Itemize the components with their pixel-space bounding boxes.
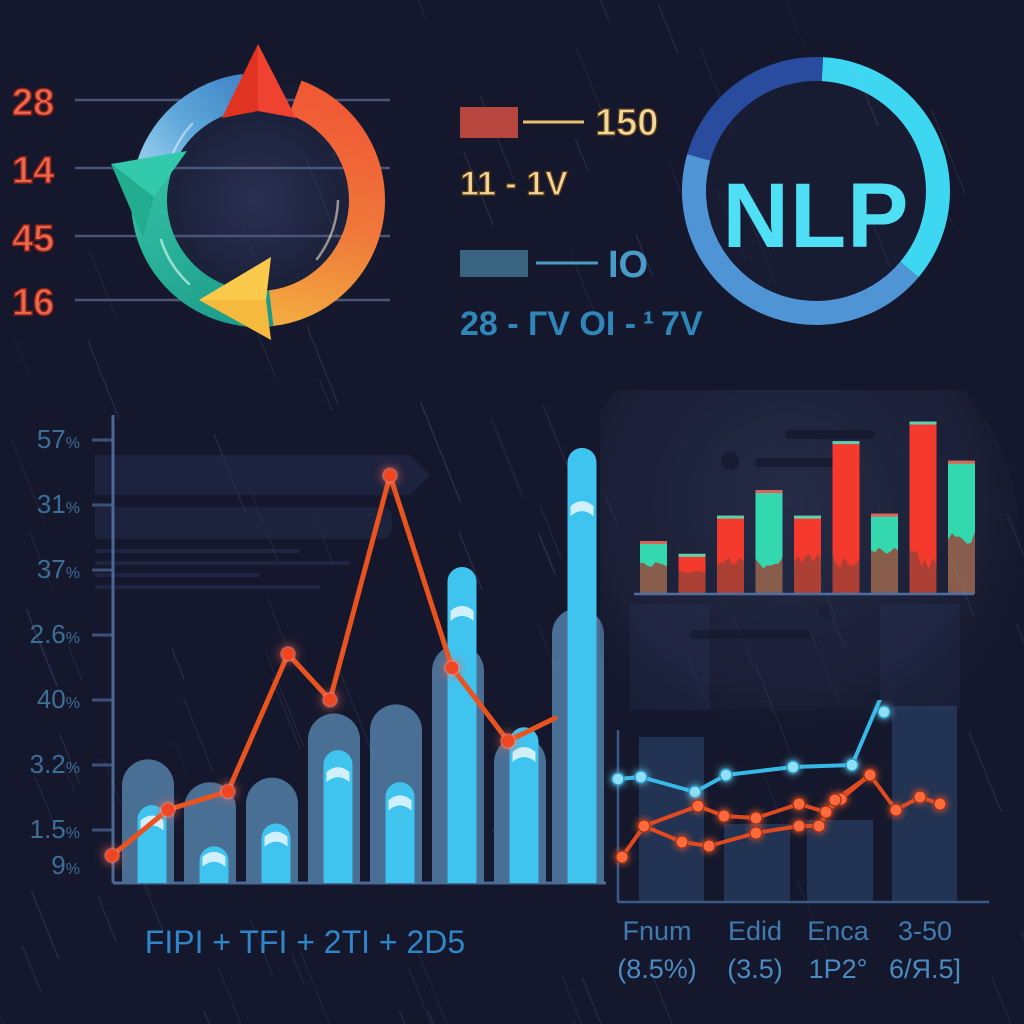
svg-text:Fnum: Fnum (622, 916, 691, 946)
svg-text:31%: 31% (37, 489, 80, 519)
svg-text:40%: 40% (37, 684, 80, 714)
svg-text:1P2°: 1P2° (809, 954, 868, 984)
svg-text:2.6%: 2.6% (30, 619, 80, 649)
svg-text:(8.5%): (8.5%) (617, 954, 697, 984)
svg-text:FIPI + TFI + 2TI + 2D5: FIPI + TFI + 2TI + 2D5 (145, 924, 465, 960)
svg-text:Enca: Enca (807, 916, 870, 946)
svg-text:(3.5): (3.5) (727, 954, 783, 984)
svg-text:37%: 37% (37, 554, 80, 584)
svg-text:Edid: Edid (728, 916, 782, 946)
svg-text:1.5%: 1.5% (30, 814, 80, 844)
svg-text:NLP: NLP (723, 165, 910, 267)
svg-text:57%: 57% (37, 424, 80, 454)
svg-text:3-50: 3-50 (898, 916, 952, 946)
svg-text:3.2%: 3.2% (30, 749, 80, 779)
svg-text:9%: 9% (51, 850, 80, 880)
svg-text:6/Я.5]: 6/Я.5] (889, 954, 961, 984)
